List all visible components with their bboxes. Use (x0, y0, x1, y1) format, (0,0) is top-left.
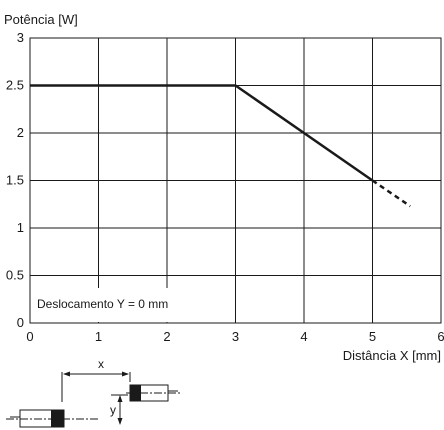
x-tick-label-2: 2 (163, 329, 170, 344)
annotation-text: Deslocamento Y = 0 mm (37, 297, 168, 311)
data-series (30, 84, 411, 208)
tick-labels: 0 1 2 3 4 5 6 0 0.5 1 1.5 2 2.5 3 (6, 30, 444, 344)
sensor-target-face (130, 385, 141, 401)
y-tick-label-2: 1 (17, 220, 24, 235)
sensor-diagram: x y (6, 357, 182, 428)
y-tick-label-5: 2.5 (6, 78, 24, 93)
arrowhead-left-icon (63, 371, 70, 377)
y-tick-label-0: 0 (17, 315, 24, 330)
series-line-dashed (371, 179, 411, 208)
y-dimension-label: y (110, 403, 116, 417)
x-dimension-label: x (98, 357, 104, 371)
x-tick-label-5: 5 (369, 329, 376, 344)
x-axis-label: Distância X [mm] (343, 348, 441, 363)
y-tick-label-3: 1.5 (6, 173, 24, 188)
y-tick-label-4: 2 (17, 125, 24, 140)
x-tick-label-1: 1 (95, 329, 102, 344)
arrowhead-down-icon (117, 418, 123, 425)
x-tick-label-0: 0 (26, 329, 33, 344)
annotation-box (31, 288, 175, 322)
y-axis-label: Potência [W] (4, 12, 78, 27)
y-tick-label-1: 0.5 (6, 268, 24, 283)
x-tick-label-3: 3 (232, 329, 239, 344)
series-line-solid (30, 84, 374, 182)
arrowhead-right-icon (122, 371, 129, 377)
x-tick-label-4: 4 (300, 329, 307, 344)
y-tick-label-6: 3 (17, 30, 24, 45)
x-tick-label-6: 6 (437, 329, 444, 344)
grid-lines (30, 38, 441, 323)
arrowhead-up-icon (117, 395, 123, 402)
sensor-source-face (51, 410, 64, 427)
